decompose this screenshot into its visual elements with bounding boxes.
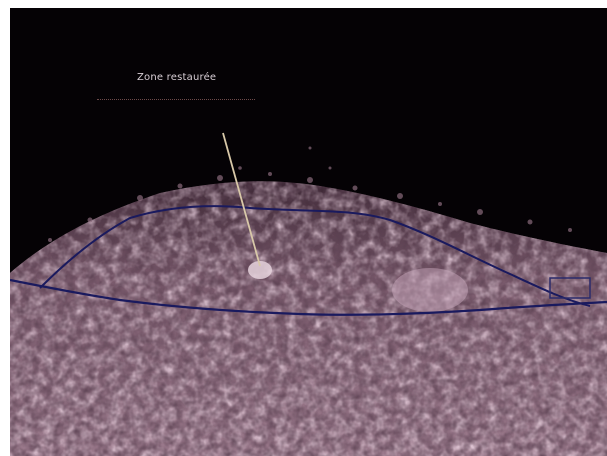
annotation-pointer-line <box>222 132 261 267</box>
right-marker <box>549 277 591 299</box>
zone-boundary-upper <box>39 205 591 307</box>
microscopy-image <box>10 8 607 456</box>
photo: Zone restaurée <box>10 8 607 456</box>
restored-zone-highlight <box>248 261 272 279</box>
label-underline <box>97 99 255 100</box>
zone-boundary-line <box>10 278 607 316</box>
edge-particles <box>48 146 572 242</box>
bright-patch-right <box>392 268 468 312</box>
annotation-label: Zone restaurée <box>137 72 217 83</box>
